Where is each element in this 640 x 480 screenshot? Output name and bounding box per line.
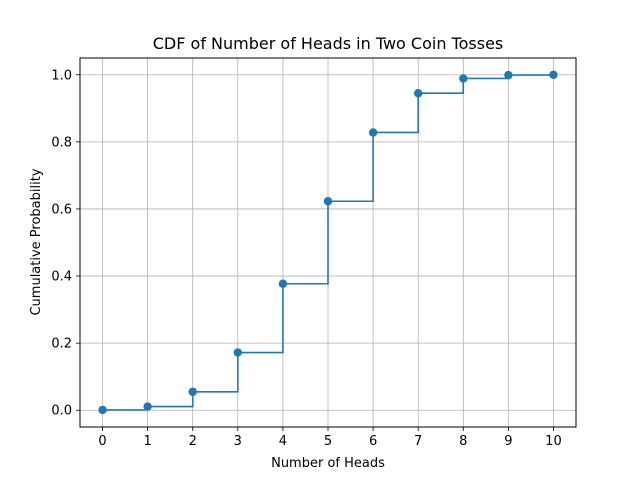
data-point: [413, 89, 423, 98]
y-tick-label: 1.0: [51, 68, 72, 83]
x-tick-label: 6: [369, 434, 377, 449]
chart-title: CDF of Number of Heads in Two Coin Tosse…: [153, 34, 504, 53]
y-axis: 0.0 0.2 0.4 0.6 0.8 1.0: [51, 68, 80, 419]
x-axis: 0 1 2 3 4 5 6 7 8 9 10: [98, 427, 562, 449]
y-tick-label: 0.6: [51, 202, 72, 217]
y-tick-label: 0.4: [51, 270, 72, 285]
data-point: [278, 279, 288, 288]
x-tick-label: 10: [545, 434, 562, 449]
data-point: [188, 387, 197, 396]
data-point: [459, 74, 468, 83]
y-tick-label: 0.0: [51, 404, 72, 419]
x-tick-label: 0: [98, 434, 106, 449]
x-tick-label: 4: [279, 434, 287, 449]
x-axis-label: Number of Heads: [271, 456, 385, 471]
x-tick-label: 5: [324, 434, 332, 449]
data-point: [233, 348, 243, 357]
data-point: [143, 402, 152, 411]
series-layer: [98, 70, 558, 415]
data-point: [504, 70, 513, 80]
data-point: [98, 405, 107, 415]
y-tick-label: 0.8: [51, 135, 72, 150]
x-tick-label: 8: [459, 434, 467, 449]
data-point: [368, 128, 378, 137]
data-point: [549, 70, 558, 79]
y-tick-label: 0.2: [51, 337, 72, 352]
x-tick-label: 7: [414, 434, 422, 449]
y-axis-label: Cumulative Probability: [29, 168, 44, 315]
x-tick-label: 9: [504, 434, 512, 449]
x-tick-label: 3: [234, 434, 242, 449]
data-point: [323, 197, 333, 206]
x-tick-label: 1: [143, 434, 151, 449]
x-tick-label: 2: [189, 434, 197, 449]
